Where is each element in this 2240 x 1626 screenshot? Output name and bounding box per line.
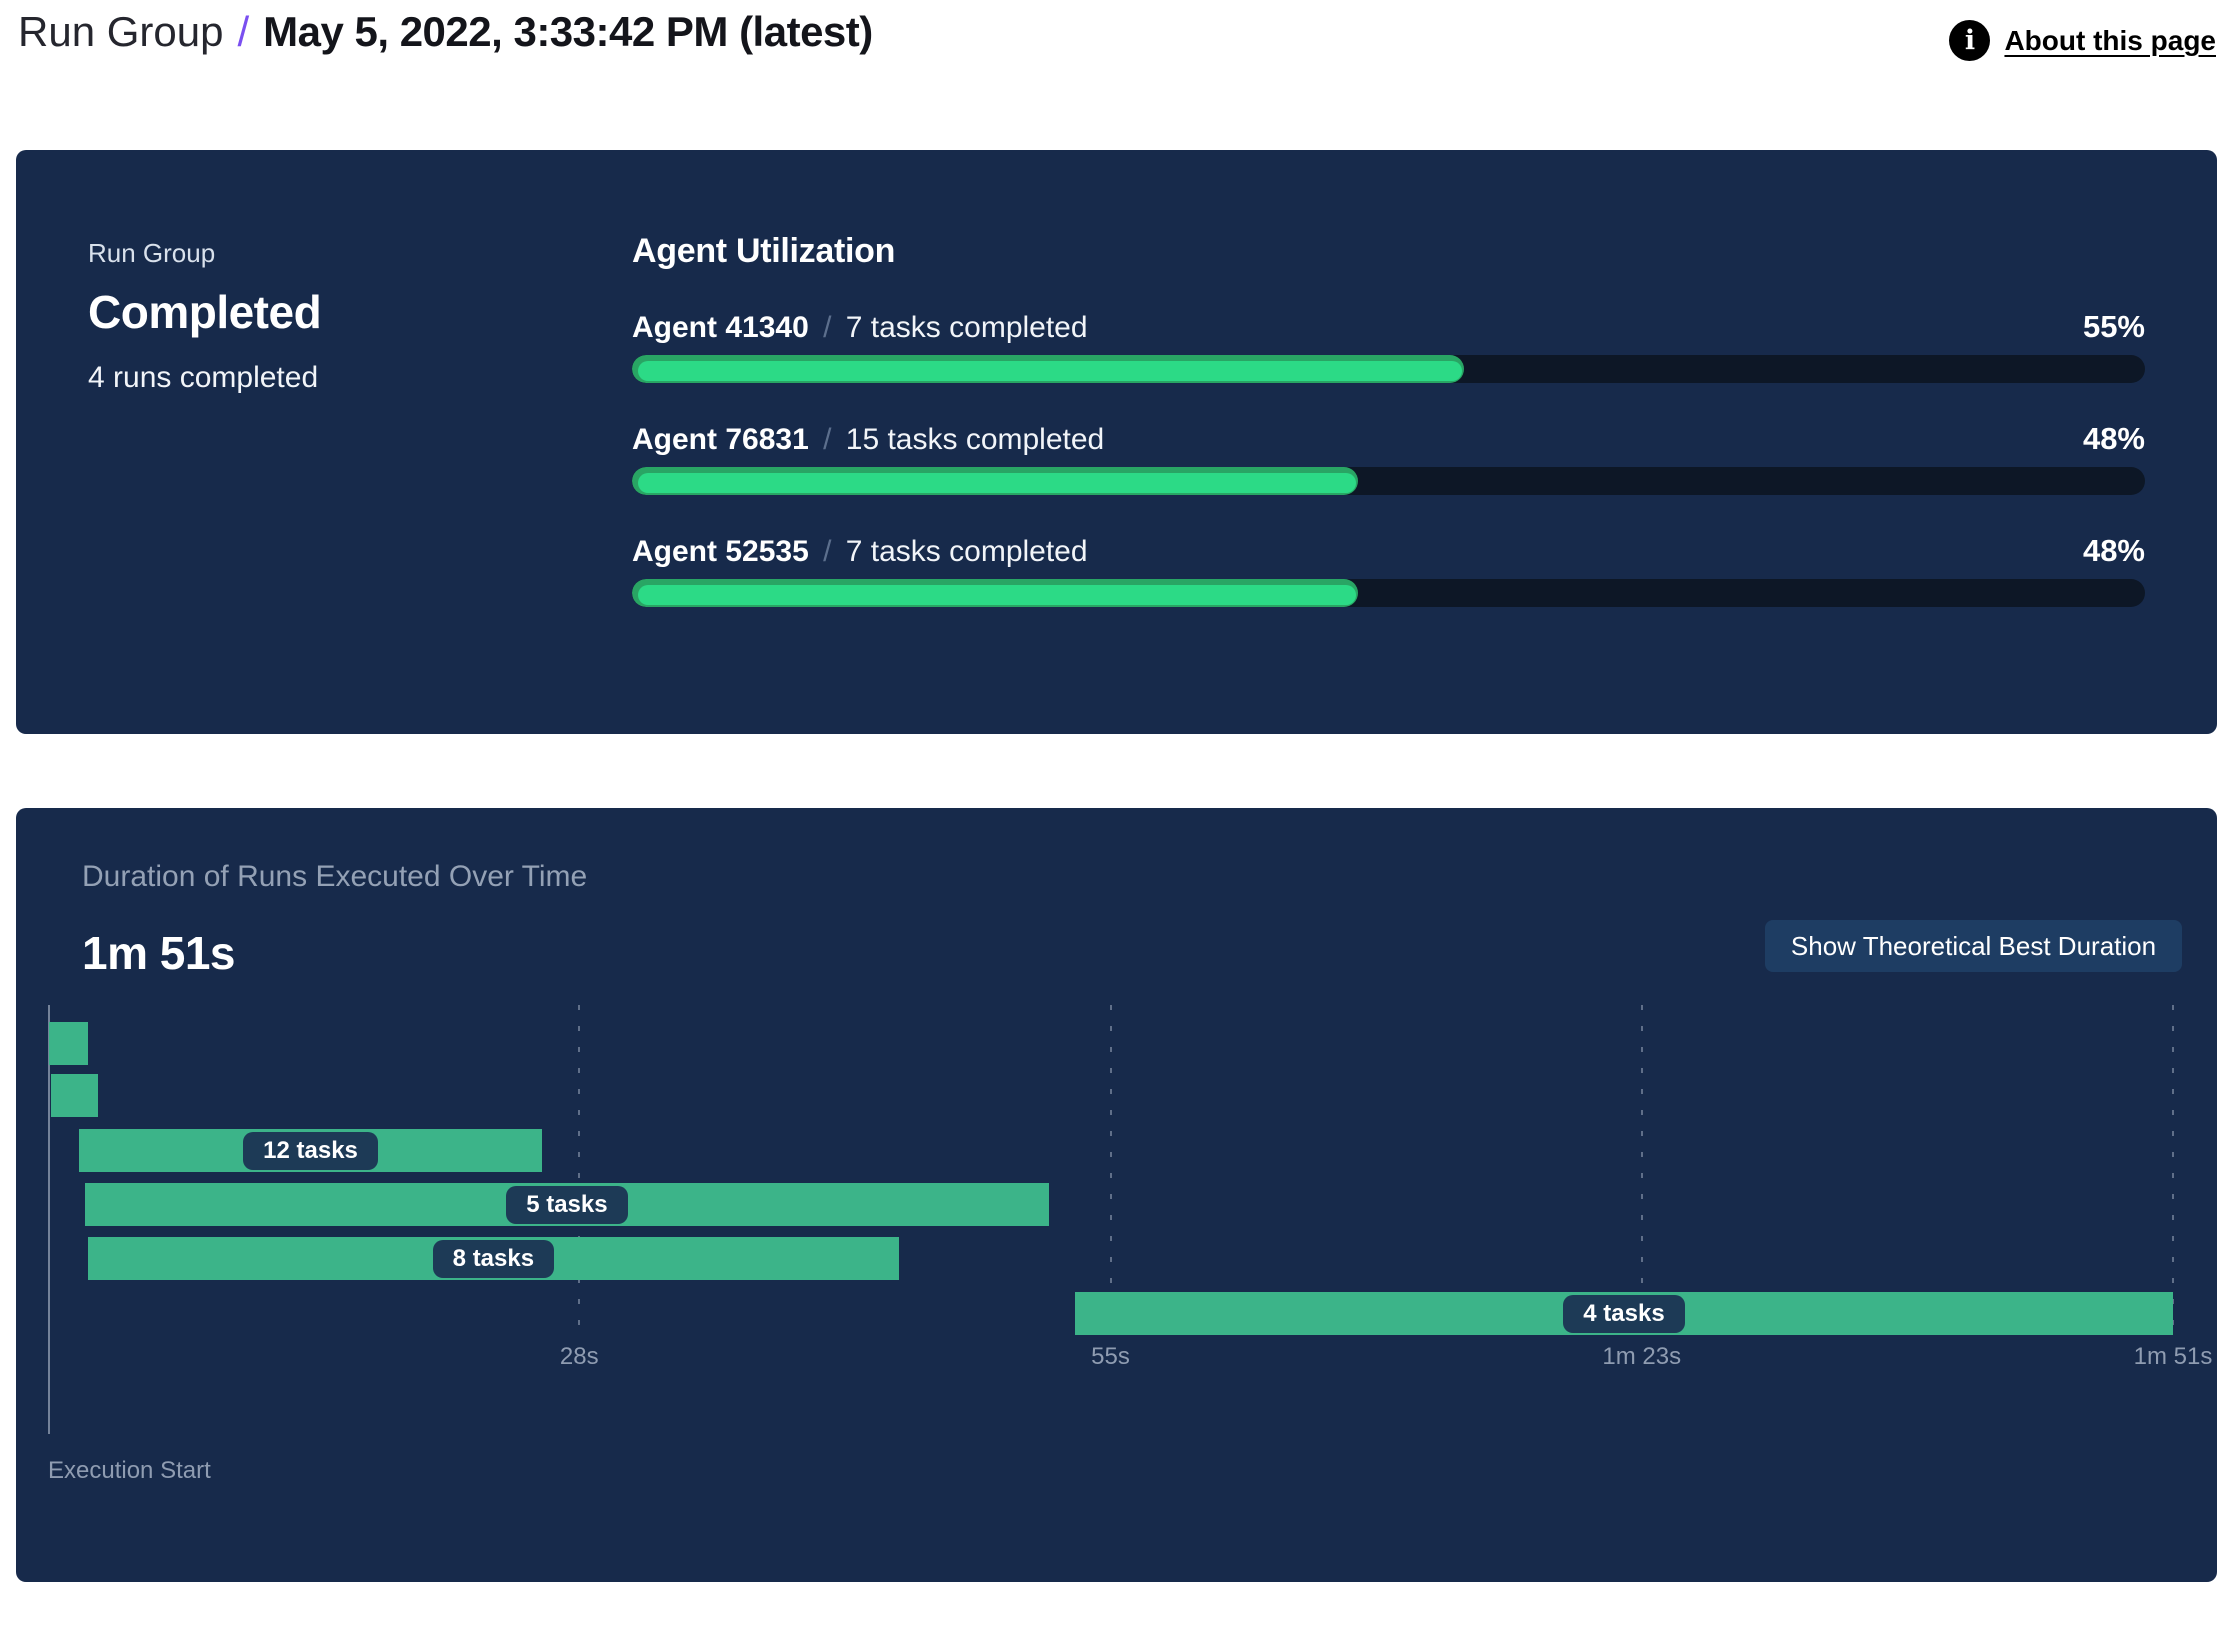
agent-label-separator: / <box>814 423 840 456</box>
show-theoretical-best-duration-button[interactable]: Show Theoretical Best Duration <box>1765 920 2182 972</box>
task-count-pill: 5 tasks <box>506 1185 628 1224</box>
duration-of-runs-card: Duration of Runs Executed Over Time 1m 5… <box>16 808 2217 1582</box>
progress-fill <box>632 467 1359 495</box>
task-count-pill: 4 tasks <box>1563 1294 1685 1333</box>
agent-tasks-completed: 15 tasks completed <box>845 423 1105 456</box>
axis-tick-label: 28s <box>559 1343 599 1370</box>
about-this-page-label: About this page <box>2004 24 2216 56</box>
agent-tasks-completed: 7 tasks completed <box>845 311 1088 344</box>
chart-title: Duration of Runs Executed Over Time <box>82 860 588 893</box>
progress-fill-highlight <box>638 585 1357 605</box>
agent-utilization-percent: 48% <box>2082 421 2145 456</box>
agent-label: Agent 52535 / 7 tasks completed <box>632 535 1088 569</box>
gridline <box>2172 1005 2174 1338</box>
agent-label-separator: / <box>814 535 840 568</box>
agent-row: Agent 76831 / 15 tasks completed 48% <box>632 421 2145 495</box>
agent-utilization-progress-bar <box>632 579 2145 607</box>
progress-fill <box>632 579 1359 607</box>
agent-row: Agent 52535 / 7 tasks completed 48% <box>632 533 2145 607</box>
agent-utilization-progress-bar <box>632 355 2145 383</box>
agent-label-separator: / <box>814 311 840 344</box>
axis-tick-label: 55s <box>1091 1343 1130 1370</box>
total-duration-value: 1m 51s <box>82 927 236 979</box>
page-title: May 5, 2022, 3:33:42 PM (latest) <box>263 8 873 55</box>
gridline <box>578 1005 581 1338</box>
run-group-label: Run Group <box>88 238 216 268</box>
agent-label: Agent 41340 / 7 tasks completed <box>632 311 1088 345</box>
execution-start-label: Execution Start <box>48 1457 211 1484</box>
execution-start-axis-line <box>48 1005 50 1434</box>
agent-name: Agent 76831 <box>632 423 809 456</box>
gridline <box>1109 1005 1112 1338</box>
progress-fill-highlight <box>638 361 1463 381</box>
run-duration-bar[interactable]: 12 tasks <box>79 1129 543 1172</box>
agent-label: Agent 76831 / 15 tasks completed <box>632 423 1104 457</box>
run-duration-bar[interactable] <box>50 1074 98 1117</box>
breadcrumb-run-group[interactable]: Run Group <box>18 8 224 55</box>
run-duration-bar[interactable] <box>49 1022 89 1065</box>
agent-name: Agent 52535 <box>632 535 809 568</box>
agent-utilization-percent: 48% <box>2082 533 2145 568</box>
agent-utilization-percent: 55% <box>2082 309 2145 344</box>
axis-tick-label: 1m 51s <box>2133 1343 2213 1370</box>
agent-utilization-heading: Agent Utilization <box>632 232 896 270</box>
about-this-page-link[interactable]: i About this page <box>1949 20 2216 61</box>
agent-utilization-progress-bar <box>632 467 2145 495</box>
status-text: Completed <box>88 286 322 338</box>
agent-name: Agent 41340 <box>632 311 809 344</box>
task-count-pill: 12 tasks <box>243 1131 378 1170</box>
run-duration-bar[interactable]: 5 tasks <box>84 1183 1049 1226</box>
breadcrumb: Run Group / May 5, 2022, 3:33:42 PM (lat… <box>18 8 873 56</box>
run-group-status-block: Run Group Completed 4 runs completed <box>88 238 322 395</box>
agent-utilization-section: Agent Utilization Agent 41340 / 7 tasks … <box>632 232 2145 607</box>
progress-fill-highlight <box>638 473 1357 493</box>
info-icon: i <box>1949 20 1991 61</box>
run-duration-bar[interactable]: 8 tasks <box>87 1237 899 1280</box>
task-count-pill: 8 tasks <box>432 1239 555 1278</box>
agent-tasks-completed: 7 tasks completed <box>845 535 1088 568</box>
gridline <box>1640 1005 1643 1338</box>
agent-row-head: Agent 52535 / 7 tasks completed 48% <box>632 533 2145 569</box>
run-duration-bar[interactable]: 4 tasks <box>1075 1292 2173 1335</box>
axis-tick-label: 1m 23s <box>1602 1343 1682 1370</box>
breadcrumb-separator: / <box>237 8 250 55</box>
runs-completed-text: 4 runs completed <box>88 361 319 394</box>
gantt-chart: 28s 55s 1m 23s 1m 51s 12 tasks 5 tasks 8 tasks… <box>48 1005 2212 1484</box>
agent-row: Agent 41340 / 7 tasks completed 55% <box>632 309 2145 383</box>
agent-row-head: Agent 41340 / 7 tasks completed 55% <box>632 309 2145 345</box>
progress-fill <box>632 355 1465 383</box>
agent-rows: Agent 41340 / 7 tasks completed 55% Agen… <box>632 309 2145 607</box>
run-group-summary-card: Run Group Completed 4 runs completed Age… <box>16 150 2217 734</box>
agent-row-head: Agent 76831 / 15 tasks completed 48% <box>632 421 2145 457</box>
